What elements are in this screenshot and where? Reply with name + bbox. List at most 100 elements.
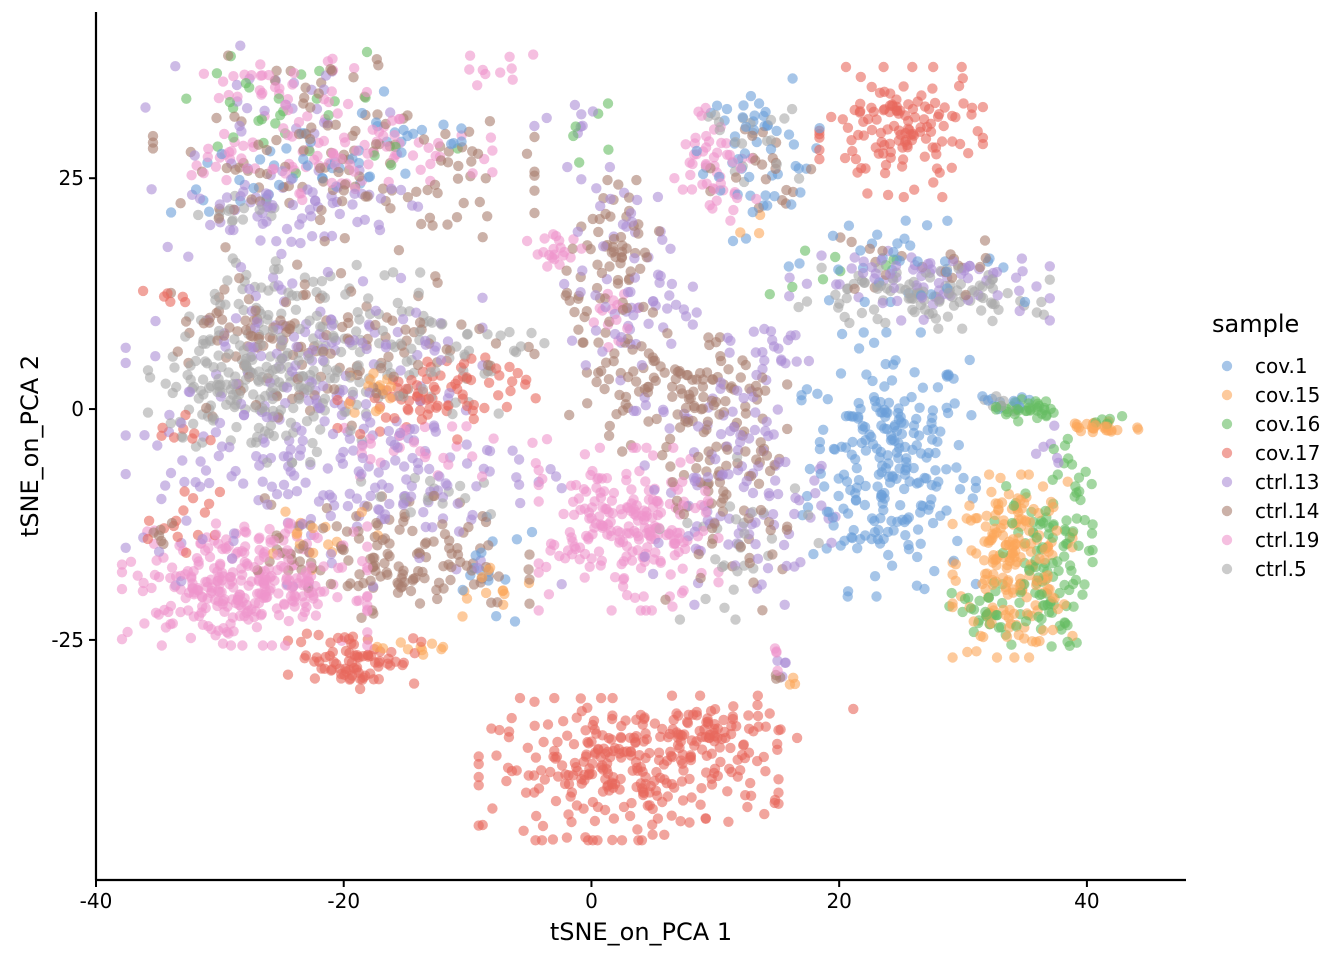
data-point-cov-17	[416, 636, 427, 647]
data-point-ctrl-13	[244, 283, 255, 295]
data-point-ctrl-14	[201, 402, 212, 414]
data-point-cov-17	[928, 177, 939, 188]
data-point-ctrl-19	[338, 132, 350, 143]
data-point-ctrl-13	[204, 477, 215, 489]
data-point-ctrl-13	[318, 490, 329, 501]
data-point-ctrl-19	[548, 229, 559, 240]
data-point-ctrl-5	[724, 501, 736, 512]
data-point-ctrl-19	[638, 591, 649, 602]
data-point-ctrl-19	[609, 572, 621, 583]
data-point-cov-17	[706, 779, 718, 790]
data-point-ctrl-5	[249, 402, 260, 413]
data-point-ctrl-19	[579, 548, 591, 560]
data-point-cov-1	[840, 411, 852, 422]
data-point-ctrl-13	[348, 445, 359, 456]
data-point-ctrl-14	[250, 305, 261, 316]
data-point-ctrl-13	[892, 295, 903, 307]
data-point-cov-17	[615, 731, 626, 743]
data-point-ctrl-14	[706, 538, 718, 549]
data-point-ctrl-13	[383, 425, 394, 437]
data-point-ctrl-13	[1044, 315, 1056, 326]
data-point-ctrl-19	[635, 563, 647, 574]
data-point-cov-1	[879, 381, 890, 392]
data-point-ctrl-13	[120, 430, 131, 441]
legend-label: ctrl.14	[1255, 499, 1319, 523]
data-point-ctrl-14	[211, 112, 222, 124]
data-point-ctrl-14	[299, 92, 310, 103]
data-point-cov-16	[1047, 474, 1058, 485]
data-point-ctrl-13	[152, 440, 163, 451]
data-point-cov-15	[280, 506, 291, 517]
data-point-ctrl-19	[653, 522, 665, 534]
data-point-ctrl-14	[529, 185, 540, 196]
data-point-ctrl-13	[254, 460, 265, 471]
data-point-ctrl-19	[280, 99, 291, 111]
data-point-cov-17	[814, 144, 825, 156]
data-point-cov-17	[842, 122, 854, 133]
data-point-cov-17	[653, 747, 665, 758]
data-point-ctrl-14	[657, 450, 668, 461]
data-point-ctrl-13	[1014, 285, 1025, 296]
data-point-ctrl-13	[715, 383, 726, 394]
data-point-ctrl-5	[290, 304, 302, 315]
data-point-ctrl-13	[405, 491, 417, 502]
data-point-ctrl-19	[241, 163, 253, 174]
legend-items: cov.1cov.15cov.16cov.17ctrl.13ctrl.14ctr…	[1221, 354, 1320, 581]
data-point-ctrl-13	[373, 467, 384, 478]
data-point-ctrl-13	[801, 278, 813, 289]
data-point-ctrl-13	[226, 553, 238, 564]
data-point-cov-17	[203, 498, 215, 509]
data-point-cov-17	[752, 755, 763, 767]
data-point-cov-16	[602, 98, 614, 109]
legend-label: ctrl.13	[1255, 470, 1319, 494]
data-point-ctrl-14	[441, 344, 452, 355]
data-point-ctrl-19	[318, 561, 329, 572]
data-point-ctrl-19	[594, 442, 606, 453]
data-point-cov-16	[1039, 600, 1050, 611]
data-point-ctrl-14	[846, 236, 857, 248]
data-point-cov-16	[240, 78, 252, 89]
data-point-ctrl-19	[713, 577, 724, 588]
data-point-ctrl-5	[293, 382, 305, 393]
data-point-ctrl-14	[484, 116, 496, 127]
data-point-cov-17	[684, 773, 695, 785]
data-point-cov-1	[378, 86, 390, 97]
data-point-cov-1	[905, 240, 916, 251]
data-point-cov-1	[949, 398, 960, 409]
data-point-ctrl-19	[227, 612, 238, 623]
data-point-ctrl-13	[267, 272, 279, 283]
data-point-ctrl-13	[896, 315, 907, 326]
data-point-cov-15	[961, 513, 972, 524]
data-point-cov-16	[990, 401, 1002, 413]
data-point-ctrl-13	[748, 326, 759, 337]
data-point-cov-15	[437, 641, 449, 653]
data-point-cov-1	[872, 481, 883, 492]
data-point-ctrl-14	[529, 207, 540, 219]
data-point-ctrl-14	[564, 409, 575, 421]
data-point-cov-1	[457, 584, 468, 596]
data-point-cov-16	[574, 157, 585, 168]
data-point-ctrl-13	[213, 450, 224, 462]
x-tick-label: -40	[80, 889, 113, 913]
data-point-cov-17	[731, 721, 742, 732]
data-point-ctrl-19	[381, 141, 392, 152]
data-point-cov-1	[438, 119, 449, 130]
data-point-cov-1	[753, 98, 765, 109]
data-point-ctrl-13	[194, 481, 206, 492]
data-point-ctrl-5	[730, 614, 741, 625]
data-point-ctrl-19	[349, 166, 360, 177]
data-point-ctrl-5	[247, 367, 258, 379]
data-point-ctrl-14	[461, 560, 472, 571]
data-point-cov-17	[675, 736, 686, 747]
data-point-ctrl-13	[691, 307, 702, 318]
data-point-ctrl-13	[170, 60, 181, 72]
data-point-ctrl-13	[768, 429, 779, 440]
data-point-ctrl-13	[255, 235, 266, 246]
data-point-ctrl-14	[372, 109, 383, 120]
data-point-ctrl-5	[355, 476, 367, 487]
data-point-cov-16	[1071, 513, 1083, 524]
data-point-ctrl-19	[198, 168, 209, 179]
data-point-ctrl-19	[151, 555, 162, 566]
data-point-ctrl-13	[285, 174, 297, 185]
data-point-ctrl-19	[504, 51, 515, 62]
